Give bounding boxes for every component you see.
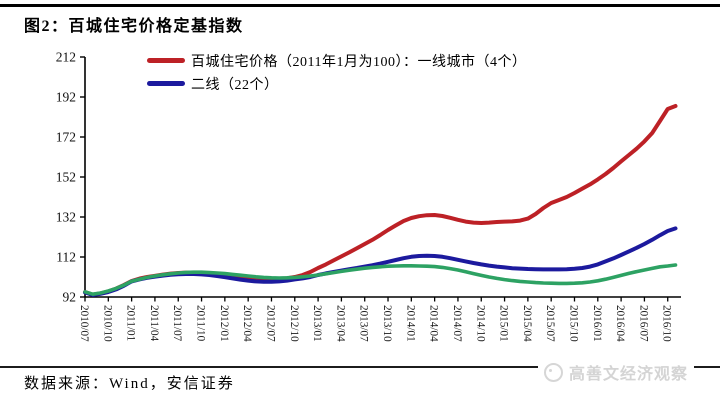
series-line-1 <box>83 226 678 297</box>
y-tick-label: 92 <box>63 290 77 305</box>
series-line-2 <box>83 263 678 297</box>
legend-item-first-tier: 百城住宅价格（2011年1月为100）：一线城市（4个） <box>147 49 526 72</box>
x-tick-label: 2015/01 <box>498 305 510 342</box>
figure-title: 图2：百城住宅价格定基指数 <box>24 18 244 35</box>
x-tick-label: 2014/10 <box>474 305 486 342</box>
legend-label-first-tier: 百城住宅价格（2011年1月为100）：一线城市（4个） <box>191 54 527 70</box>
y-tick-label: 112 <box>56 250 76 265</box>
x-tick-label: 2010/10 <box>101 305 113 342</box>
x-tick-label: 2016/04 <box>614 305 626 342</box>
x-tick-label: 2011/04 <box>148 305 160 342</box>
y-tick-label: 132 <box>56 210 76 225</box>
x-tick-label: 2016/10 <box>661 305 673 342</box>
x-tick-label: 2011/10 <box>195 305 207 342</box>
top-rule <box>0 4 720 7</box>
x-tick-label: 2013/04 <box>334 305 346 342</box>
x-tick-label: 2012/01 <box>218 305 230 342</box>
x-tick-label: 2012/07 <box>264 305 276 342</box>
x-tick-label: 2011/07 <box>171 305 183 342</box>
x-tick-label: 2015/04 <box>521 305 533 342</box>
y-tick-label: 212 <box>56 50 76 65</box>
watermark-logo-icon <box>544 362 563 382</box>
x-tick-label: 2014/07 <box>451 305 463 342</box>
x-tick-label: 2013/07 <box>358 305 370 342</box>
x-tick-label: 2014/01 <box>404 305 416 342</box>
x-tick-label: 2016/01 <box>591 305 603 342</box>
bottom-rule <box>0 366 720 368</box>
y-tick-label: 172 <box>56 130 76 145</box>
y-tick-label: 192 <box>56 90 76 105</box>
x-tick-label: 2012/04 <box>241 305 253 342</box>
y-tick-label: 152 <box>56 170 76 185</box>
x-tick-label: 2014/04 <box>428 305 440 342</box>
x-tick-label: 2013/01 <box>311 305 323 342</box>
legend-swatch-blue-line-icon <box>147 81 185 86</box>
legend-item-second-tier: 二线（22个） <box>147 72 526 95</box>
legend-label-second-tier: 二线（22个） <box>191 77 279 93</box>
watermark-text: 高善文经济观察 <box>569 366 689 383</box>
x-tick-label: 2011/01 <box>125 305 137 341</box>
watermark: 高善文经济观察 <box>538 360 695 384</box>
x-tick-label: 2015/07 <box>544 305 556 342</box>
data-source-text: 数据来源：Wind，安信证券 <box>24 376 235 392</box>
x-tick-label: 2013/10 <box>381 305 393 342</box>
legend-swatch-red-line-icon <box>147 58 185 63</box>
chart-legend: 百城住宅价格（2011年1月为100）：一线城市（4个） 二线（22个） <box>147 49 526 95</box>
x-tick-label: 2016/07 <box>637 305 649 342</box>
x-tick-label: 2012/10 <box>288 305 300 342</box>
x-tick-label: 2010/07 <box>78 305 90 342</box>
x-tick-label: 2015/10 <box>567 305 579 342</box>
